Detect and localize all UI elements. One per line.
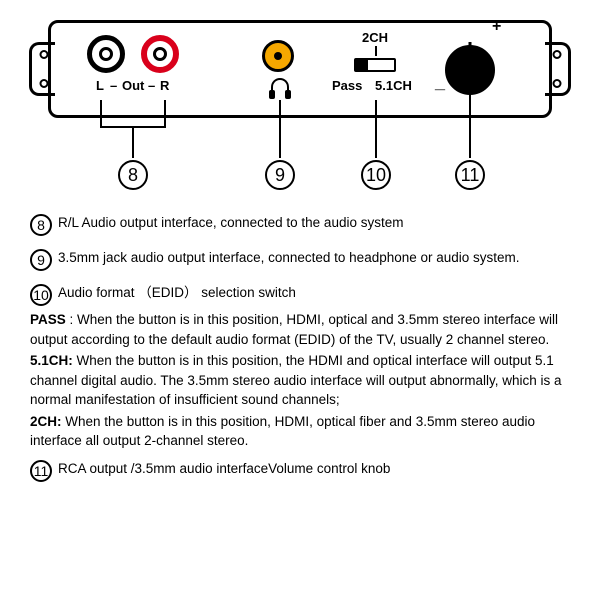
- pass-key: PASS: [30, 312, 66, 327]
- rca-right-jack-icon: [141, 35, 179, 73]
- rca-left-jack-icon: [87, 35, 125, 73]
- callout-10-icon: 10: [361, 160, 391, 190]
- switch-51ch-label: 5.1CH: [375, 78, 412, 93]
- dash-label: –: [110, 78, 117, 93]
- screw-hole-icon: [39, 50, 48, 59]
- 2ch-key: 2CH:: [30, 414, 62, 429]
- 2ch-val: When the button is in this position, HDM…: [30, 414, 535, 449]
- vol-minus-label: _: [435, 72, 445, 93]
- callout-9-icon: 9: [265, 160, 295, 190]
- desc-9-row: 9 3.5mm jack audio output interface, con…: [30, 248, 570, 271]
- volume-knob-icon: [445, 45, 495, 95]
- desc-8-text: R/L Audio output interface, connected to…: [58, 213, 403, 233]
- 51ch-key: 5.1CH:: [30, 353, 73, 368]
- screw-hole-icon: [552, 50, 561, 59]
- pass-val: : When the button is in this position, H…: [30, 312, 558, 347]
- callout-11-inline-icon: 11: [30, 460, 52, 482]
- rca-out-label: Out: [122, 78, 144, 93]
- screw-hole-icon: [552, 79, 561, 88]
- vol-plus-label: +: [492, 18, 501, 36]
- switch-2ch-label: 2CH: [362, 30, 388, 45]
- desc-9-text: 3.5mm jack audio output interface, conne…: [58, 248, 520, 268]
- callout-10-inline-icon: 10: [30, 284, 52, 306]
- headphone-icon: [270, 78, 290, 94]
- callout-11-icon: 11: [455, 160, 485, 190]
- desc-10-head: Audio format （EDID） selection switch: [58, 283, 296, 303]
- desc-10-block: 10 Audio format （EDID） selection switch …: [30, 283, 570, 451]
- callout-8-icon: 8: [118, 160, 148, 190]
- rca-r-label: R: [160, 78, 169, 93]
- callout-9-inline-icon: 9: [30, 249, 52, 271]
- 51ch-val: When the button is in this position, the…: [30, 353, 562, 407]
- desc-8-row: 8 R/L Audio output interface, connected …: [30, 213, 570, 236]
- edid-switch-icon: [354, 58, 396, 72]
- rca-l-label: L: [96, 78, 104, 93]
- callout-8-inline-icon: 8: [30, 214, 52, 236]
- headphone-jack-icon: [262, 40, 294, 72]
- desc-11-text: RCA output /3.5mm audio interfaceVolume …: [58, 459, 390, 479]
- dash-label: –: [148, 78, 155, 93]
- screw-hole-icon: [39, 79, 48, 88]
- front-panel-diagram: L – Out – R 2CH Pass 5.1CH + _: [30, 20, 570, 205]
- description-block: 8 R/L Audio output interface, connected …: [30, 213, 570, 482]
- switch-pass-label: Pass: [332, 78, 362, 93]
- desc-11-row: 11 RCA output /3.5mm audio interfaceVolu…: [30, 459, 570, 482]
